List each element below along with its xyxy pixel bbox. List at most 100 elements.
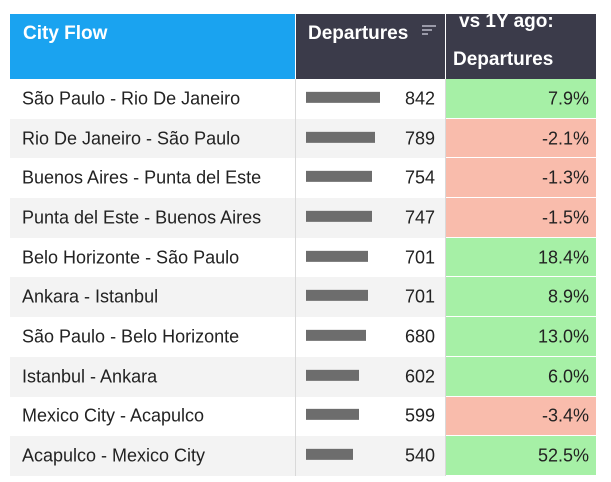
departures-cell: 842 — [296, 79, 445, 119]
change-value: 13.0% — [537, 326, 589, 347]
city-flow-text: São Paulo - Rio De Janeiro — [22, 88, 241, 109]
change-value: -2.1% — [541, 128, 589, 149]
column-divider — [295, 396, 296, 437]
departures-cell: 789 — [296, 119, 445, 159]
departures-bar — [306, 210, 372, 222]
departures-bar — [306, 369, 359, 381]
departures-value: 602 — [404, 366, 435, 387]
table-row[interactable]: São Paulo - Rio De Janeiro 842 7.9% — [10, 79, 596, 119]
table-row[interactable]: Mexico City - Acapulco 599 -3.4% — [10, 396, 596, 437]
departures-bar — [306, 329, 366, 341]
column-divider — [295, 317, 296, 357]
departures-cell: 747 — [296, 198, 445, 238]
departures-cell: 701 — [296, 238, 445, 278]
city-flow-header[interactable]: City Flow — [10, 14, 295, 79]
column-divider — [445, 356, 446, 397]
city-flow-text: Istanbul - Ankara — [22, 366, 158, 387]
change-cell: 13.0% — [446, 317, 596, 357]
departures-cell: 599 — [296, 397, 445, 437]
change-cell: -2.1% — [446, 118, 596, 159]
row-separator — [446, 236, 596, 238]
departures-value: 842 — [404, 88, 435, 109]
row-separator — [446, 197, 596, 199]
table-row[interactable]: Rio De Janeiro - São Paulo 789 -2.1% — [10, 118, 596, 159]
column-divider — [295, 158, 296, 199]
table-row[interactable]: Acapulco - Mexico City 540 52.5% — [10, 436, 596, 476]
change-value: 7.9% — [547, 88, 589, 109]
city-flow-cell: Rio De Janeiro - São Paulo — [10, 119, 295, 159]
departures-bar — [306, 448, 353, 460]
row-separator — [446, 276, 596, 278]
departures-bar — [306, 250, 368, 262]
table-row[interactable]: Ankara - Istanbul 701 8.9% — [10, 277, 596, 318]
table-header: City Flow Departures vs 1Y ago: Departur… — [10, 14, 596, 79]
departures-cell: 701 — [296, 277, 445, 317]
departures-value: 680 — [404, 326, 435, 347]
change-cell: 7.9% — [446, 79, 596, 119]
column-divider — [445, 317, 446, 357]
departures-value: 540 — [404, 445, 435, 466]
sort-descending-icon[interactable] — [422, 24, 436, 38]
column-divider — [295, 436, 296, 476]
column-divider — [445, 198, 446, 238]
city-flow-cell: Punta del Este - Buenos Aires — [10, 198, 295, 238]
city-flow-text: Acapulco - Mexico City — [22, 445, 206, 466]
city-flow-cell: Mexico City - Acapulco — [10, 397, 295, 437]
city-flow-cell: Ankara - Istanbul — [10, 277, 295, 317]
column-divider — [295, 237, 296, 278]
departures-value: 701 — [404, 247, 435, 268]
city-flow-text: Ankara - Istanbul — [22, 286, 159, 307]
row-separator — [446, 117, 596, 119]
city-flow-table: City Flow Departures vs 1Y ago: Departur… — [10, 14, 596, 476]
departures-cell: 602 — [296, 357, 445, 397]
vs-1y-ago-header-line1: vs 1Y ago: — [459, 14, 554, 32]
column-divider — [445, 79, 446, 119]
city-flow-cell: Buenos Aires - Punta del Este — [10, 158, 295, 198]
departures-cell: 680 — [296, 317, 445, 357]
table-row[interactable]: Punta del Este - Buenos Aires 747 -1.5% — [10, 198, 596, 238]
row-separator — [446, 355, 596, 357]
change-value: 18.4% — [537, 247, 589, 268]
departures-value: 599 — [404, 405, 435, 426]
change-cell: 18.4% — [446, 237, 596, 278]
city-flow-text: Punta del Este - Buenos Aires — [22, 207, 262, 228]
column-divider — [445, 436, 446, 476]
row-separator — [446, 395, 596, 397]
column-divider — [295, 277, 296, 318]
column-divider — [295, 356, 296, 397]
departures-value: 754 — [404, 167, 435, 188]
table-row[interactable]: Buenos Aires - Punta del Este 754 -1.3% — [10, 158, 596, 199]
departures-header[interactable]: Departures — [296, 14, 445, 79]
column-divider — [445, 237, 446, 278]
departures-value: 701 — [404, 286, 435, 307]
change-cell: 8.9% — [446, 277, 596, 318]
vs-1y-ago-header-line2: Departures — [453, 49, 554, 70]
column-divider — [445, 158, 446, 199]
table-row[interactable]: Istanbul - Ankara 602 6.0% — [10, 356, 596, 397]
city-flow-text: Belo Horizonte - São Paulo — [22, 247, 240, 268]
vs-1y-ago-header[interactable]: vs 1Y ago: Departures — [446, 14, 596, 79]
row-separator — [446, 474, 596, 476]
change-cell: -1.3% — [446, 158, 596, 199]
change-value: 8.9% — [547, 286, 589, 307]
city-flow-header-label: City Flow — [23, 23, 108, 44]
city-flow-text: São Paulo - Belo Horizonte — [22, 326, 240, 347]
city-flow-text: Mexico City - Acapulco — [22, 405, 205, 426]
city-flow-text: Buenos Aires - Punta del Este — [22, 167, 262, 188]
change-value: 52.5% — [537, 445, 589, 466]
table-row[interactable]: Belo Horizonte - São Paulo 701 18.4% — [10, 237, 596, 278]
column-divider — [295, 79, 296, 119]
row-separator — [446, 435, 596, 437]
departures-value: 789 — [404, 128, 435, 149]
change-cell: -3.4% — [446, 396, 596, 437]
table-body: São Paulo - Rio De Janeiro 842 7.9% Rio De … — [10, 79, 596, 476]
departures-bar — [306, 290, 368, 302]
change-cell: 6.0% — [446, 356, 596, 397]
city-flow-text: Rio De Janeiro - São Paulo — [22, 128, 241, 149]
table-row[interactable]: São Paulo - Belo Horizonte 680 13.0% — [10, 317, 596, 357]
row-separator — [446, 316, 596, 318]
change-value: -1.5% — [541, 207, 589, 228]
column-divider — [295, 118, 296, 159]
city-flow-cell: São Paulo - Rio De Janeiro — [10, 79, 295, 119]
city-flow-cell: Istanbul - Ankara — [10, 357, 295, 397]
